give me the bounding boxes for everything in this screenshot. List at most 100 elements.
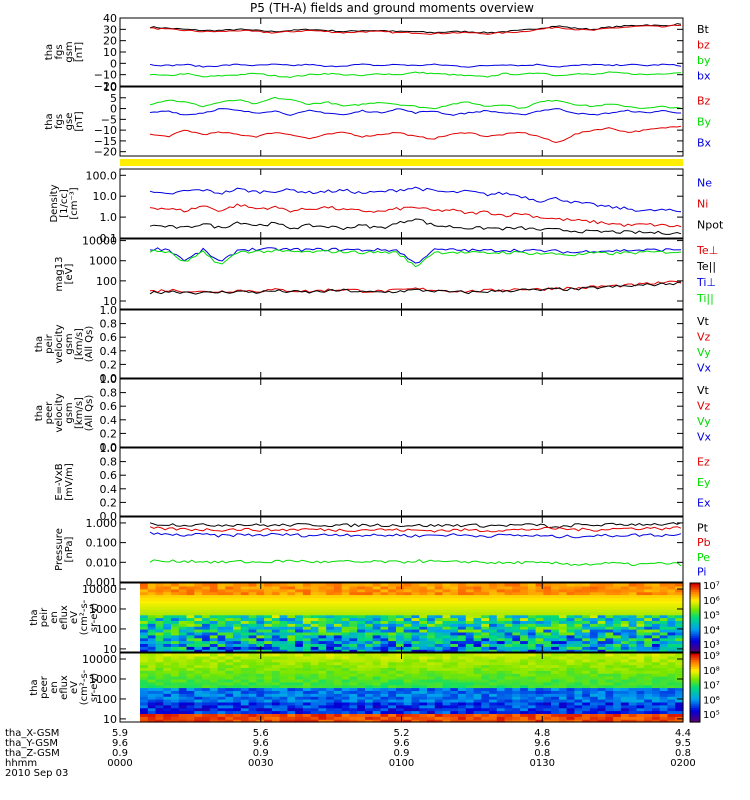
heatmap-cell bbox=[295, 664, 304, 668]
y-tick-label: 0.1 bbox=[100, 232, 118, 245]
heatmap-cell bbox=[233, 603, 242, 607]
heatmap-cell bbox=[333, 620, 343, 624]
heatmap-cell bbox=[628, 710, 638, 714]
heatmap-cell bbox=[256, 611, 265, 616]
heatmap-cell bbox=[147, 640, 157, 644]
heatmap-cell bbox=[489, 634, 498, 639]
heatmap-cell bbox=[551, 614, 560, 619]
heatmap-cell bbox=[504, 643, 513, 647]
heatmap-cell bbox=[341, 667, 351, 671]
heatmap-cell bbox=[318, 661, 327, 666]
heatmap-cell bbox=[551, 701, 560, 706]
heatmap-cell bbox=[279, 690, 288, 694]
heatmap-cell bbox=[605, 693, 614, 697]
heatmap-cell bbox=[535, 634, 544, 639]
heatmap-cell bbox=[372, 693, 382, 697]
heatmap-cell bbox=[202, 646, 211, 650]
series-line bbox=[149, 247, 682, 264]
heatmap-cell bbox=[333, 646, 343, 650]
heatmap-cell bbox=[357, 649, 366, 653]
heatmap-cell bbox=[527, 696, 537, 700]
heatmap-cell bbox=[644, 713, 653, 717]
y-axis-label: gsm bbox=[64, 41, 75, 62]
y-axis-label: Density bbox=[49, 184, 60, 222]
heatmap-cell bbox=[667, 608, 676, 613]
heatmap-cell bbox=[202, 687, 211, 691]
heatmap-cell bbox=[178, 606, 188, 610]
heatmap-cell bbox=[520, 594, 529, 598]
heatmap-cell bbox=[543, 678, 552, 683]
heatmap-cell bbox=[597, 608, 607, 613]
heatmap-cell bbox=[496, 631, 506, 636]
heatmap-cell bbox=[613, 646, 622, 650]
y-tick-label: 20 bbox=[103, 35, 117, 48]
heatmap-cell bbox=[551, 643, 560, 647]
heatmap-cell bbox=[667, 676, 676, 680]
heatmap-cell bbox=[667, 640, 676, 644]
heatmap-cell bbox=[652, 591, 661, 596]
heatmap-cell bbox=[194, 637, 203, 642]
heatmap-cell bbox=[628, 617, 638, 621]
heatmap-cell bbox=[512, 606, 521, 610]
heatmap-cell bbox=[140, 600, 149, 604]
heatmap-cell bbox=[396, 696, 405, 700]
heatmap-cell bbox=[605, 670, 614, 674]
heatmap-cell bbox=[613, 617, 622, 621]
heatmap-cell bbox=[357, 670, 366, 674]
heatmap-cell bbox=[341, 707, 351, 712]
heatmap-cell bbox=[543, 626, 552, 630]
heatmap-cell bbox=[458, 606, 467, 610]
heatmap-cell bbox=[411, 611, 420, 616]
heatmap-cell bbox=[527, 620, 537, 624]
y-tick-label: 0.8 bbox=[100, 318, 118, 331]
heatmap-cell bbox=[310, 664, 320, 668]
heatmap-cell bbox=[628, 640, 638, 644]
heatmap-cell bbox=[194, 704, 203, 709]
heatmap-cell bbox=[504, 583, 513, 587]
heatmap-cell bbox=[225, 696, 234, 700]
heatmap-cell bbox=[295, 585, 304, 590]
heatmap-cell bbox=[318, 629, 327, 633]
heatmap-cell bbox=[512, 719, 521, 723]
heatmap-cell bbox=[310, 661, 320, 666]
heatmap-cell bbox=[496, 620, 506, 624]
legend-entry: Vz bbox=[697, 330, 711, 343]
heatmap-cell bbox=[675, 664, 684, 668]
heatmap-cell bbox=[628, 623, 638, 627]
heatmap-cell bbox=[178, 701, 188, 706]
heatmap-cell bbox=[481, 600, 490, 604]
heatmap-cell bbox=[403, 583, 413, 587]
heatmap-cell bbox=[652, 623, 661, 627]
heatmap-cell bbox=[287, 713, 296, 717]
heatmap-cell bbox=[256, 631, 265, 636]
heatmap-cell bbox=[582, 583, 591, 587]
heatmap-cell bbox=[520, 684, 529, 689]
heatmap-cell bbox=[419, 681, 428, 686]
heatmap-cell bbox=[256, 667, 265, 671]
heatmap-cell bbox=[411, 646, 420, 650]
heatmap-cell bbox=[202, 676, 211, 680]
heatmap-cell bbox=[318, 600, 327, 604]
heatmap-cell bbox=[620, 614, 630, 619]
heatmap-cell bbox=[434, 629, 444, 633]
y-tick-label: 0.2 bbox=[100, 496, 118, 509]
heatmap-cell bbox=[473, 661, 482, 666]
heatmap-cell bbox=[636, 608, 645, 613]
heatmap-cell bbox=[295, 701, 304, 706]
heatmap-cell bbox=[481, 629, 490, 633]
heatmap-cell bbox=[202, 699, 211, 703]
heatmap-cell bbox=[582, 637, 591, 642]
heatmap-cell bbox=[264, 664, 273, 668]
heatmap-cell bbox=[644, 687, 653, 691]
y-axis-label: eflux bbox=[59, 675, 70, 700]
heatmap-cell bbox=[365, 664, 374, 668]
heatmap-cell bbox=[318, 713, 327, 717]
heatmap-cell bbox=[333, 670, 343, 674]
heatmap-cell bbox=[217, 614, 226, 619]
heatmap-cell bbox=[442, 640, 451, 644]
heatmap-cell bbox=[318, 597, 327, 601]
heatmap-cell bbox=[411, 637, 420, 642]
heatmap-cell bbox=[240, 626, 250, 630]
heatmap-cell bbox=[442, 597, 451, 601]
heatmap-cell bbox=[574, 603, 583, 607]
